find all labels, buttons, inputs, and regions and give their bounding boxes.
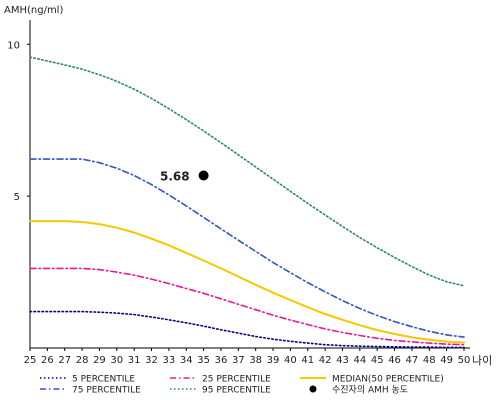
x-tick-label: 42 [319, 355, 332, 366]
series-line-4 [29, 56, 465, 287]
legend-label-4: 95 PERCENTILE [202, 386, 271, 396]
legend-label-3: 75 PERCENTILE [72, 386, 141, 396]
chart-series-lines [29, 56, 465, 349]
x-tick-label: 32 [145, 355, 158, 366]
chart-points: 5.68 [160, 169, 209, 183]
series-line-3 [29, 158, 465, 338]
x-tick-label: 40 [284, 355, 297, 366]
series-line-0 [29, 310, 465, 349]
x-tick-label: 31 [128, 355, 141, 366]
chart-legend: 5 PERCENTILE 25 PERCENTILE MEDIAN(50 PERCE… [40, 375, 444, 396]
legend-label-patient: 수진자의 AMH 농도 [332, 385, 408, 396]
x-tick-label: 33 [163, 355, 176, 366]
x-tick-label: 36 [215, 355, 228, 366]
patient-amh-value-label: 5.68 [160, 169, 190, 183]
x-tick-label: 44 [353, 355, 366, 366]
x-tick-label: 46 [388, 355, 401, 366]
x-tick-label: 38 [249, 355, 262, 366]
legend-label-1: 25 PERCENTILE [202, 375, 271, 385]
x-tick-label: 43 [336, 355, 349, 366]
x-tick-label: 49 [440, 355, 453, 366]
x-tick-label: 26 [41, 355, 54, 366]
x-tick-label: 28 [76, 355, 89, 366]
patient-amh-point [198, 170, 209, 181]
x-tick-label: 41 [301, 355, 314, 366]
x-tick-label: 34 [180, 355, 193, 366]
series-line-2 [29, 220, 465, 344]
x-tick-label: 37 [232, 355, 245, 366]
x-tick-label: 48 [423, 355, 436, 366]
chart-axes [27, 20, 470, 351]
legend-label-2: MEDIAN(50 PERCENTILE) [332, 375, 444, 385]
x-tick-label: 25 [24, 355, 37, 366]
x-tick-label: 45 [371, 355, 384, 366]
x-tick-label: 39 [267, 355, 280, 366]
y-tick-labels: 5 10 [7, 40, 20, 203]
x-tick-label: 35 [197, 355, 210, 366]
x-tick-labels: 25 26 27 28 29 30 31 32 33 34 35 36 37 38 39 40 41 42 43 44… [24, 355, 471, 366]
x-tick-label: 29 [93, 355, 106, 366]
legend-swatch-patient [309, 385, 317, 393]
legend-label-0: 5 PERCENTILE [72, 375, 135, 385]
x-tick-label: 50 [458, 355, 471, 366]
y-tick-label: 10 [7, 40, 20, 51]
x-tick-label: 47 [406, 355, 419, 366]
y-tick-label: 5 [14, 192, 20, 203]
x-tick-label: 30 [110, 355, 123, 366]
y-axis-label: AMH(ng/ml) [4, 5, 63, 16]
x-axis-label: 나이 [472, 354, 492, 367]
series-line-1 [29, 267, 465, 346]
x-tick-label: 27 [58, 355, 71, 366]
